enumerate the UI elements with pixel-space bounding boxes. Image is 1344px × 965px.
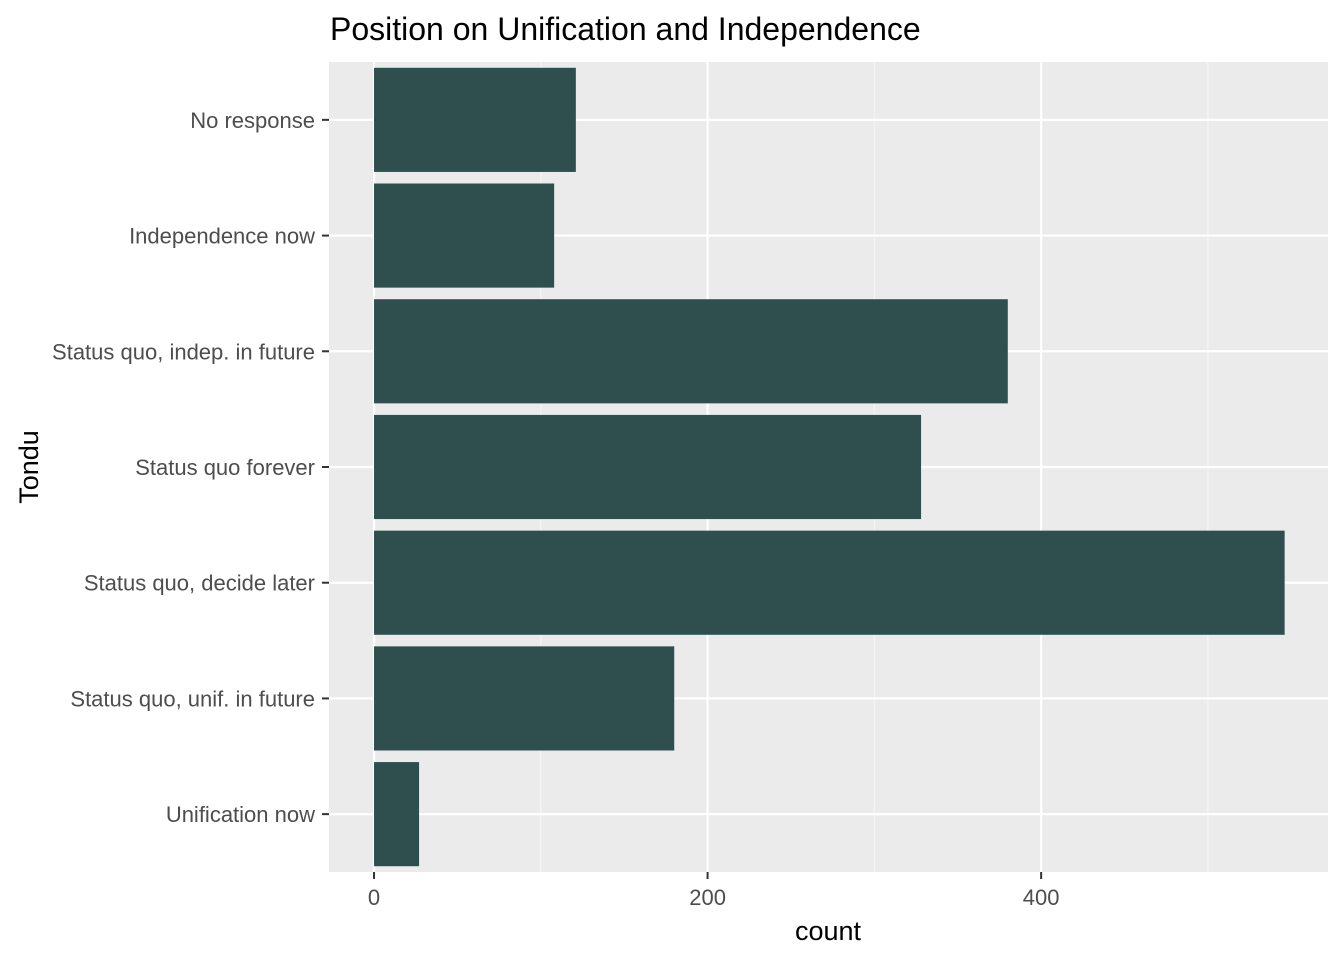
- bar-2: [374, 299, 1008, 404]
- bar-1: [374, 183, 555, 288]
- chart-title: Position on Unification and Independence: [330, 11, 921, 47]
- bar-5: [374, 646, 675, 751]
- y-axis-title: Tondu: [14, 430, 44, 504]
- x-tick-label-2: 400: [1023, 885, 1060, 910]
- bar-4: [374, 530, 1285, 635]
- x-tick-label-1: 200: [689, 885, 726, 910]
- y-tick-label-5: Status quo, unif. in future: [70, 686, 315, 711]
- x-tick-label-0: 0: [368, 885, 380, 910]
- x-axis-title: count: [795, 916, 862, 946]
- y-tick-label-1: Independence now: [129, 224, 315, 249]
- bar-3: [374, 414, 922, 520]
- y-tick-label-6: Unification now: [166, 802, 315, 827]
- bar-0: [374, 67, 576, 172]
- y-tick-label-0: No response: [190, 108, 315, 133]
- y-tick-label-4: Status quo, decide later: [84, 571, 315, 596]
- y-tick-label-2: Status quo, indep. in future: [52, 339, 315, 364]
- bar-6: [374, 762, 420, 867]
- y-axis: No response Independence now Status quo, i…: [52, 108, 329, 827]
- y-tick-label-3: Status quo forever: [135, 455, 315, 480]
- x-axis: 0 200 400: [368, 872, 1060, 910]
- bars: [374, 67, 1285, 867]
